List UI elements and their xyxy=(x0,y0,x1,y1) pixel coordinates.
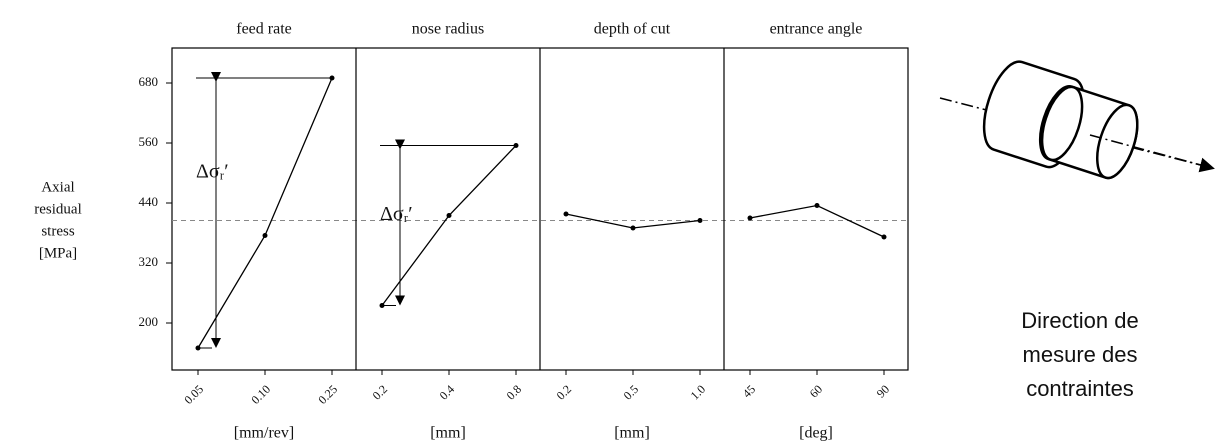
y-tick-label: 200 xyxy=(139,314,159,329)
caption-line: contraintes xyxy=(1026,376,1134,401)
measure-axis-front xyxy=(1089,134,1213,169)
cylinder-step xyxy=(1040,85,1084,162)
effect-line xyxy=(197,77,333,349)
y-tick-label: 560 xyxy=(139,134,159,149)
x-unit-label: [mm] xyxy=(614,425,650,442)
x-tick-label: 1.0 xyxy=(688,382,709,403)
range-annotation: Δσᵣ′ xyxy=(196,161,229,183)
panel-title: entrance angle xyxy=(770,21,863,38)
data-point xyxy=(881,234,887,240)
y-tick-label: 440 xyxy=(139,194,159,209)
y-label-line: [MPa] xyxy=(39,245,77,261)
panel-title: nose radius xyxy=(412,21,484,38)
data-point xyxy=(814,203,820,208)
y-axis-label: Axial residual stress [MPa] xyxy=(34,179,81,261)
workpiece-diagram xyxy=(939,60,1215,180)
data-point xyxy=(446,213,452,218)
panel-title: depth of cut xyxy=(594,21,671,38)
effect-line xyxy=(749,204,885,238)
effect-line xyxy=(381,145,517,306)
y-tick-label: 320 xyxy=(139,254,159,269)
x-tick-label: 0.2 xyxy=(554,382,575,403)
panel-title: feed rate xyxy=(236,21,292,38)
x-tick-label: 0.05 xyxy=(181,382,206,407)
data-point xyxy=(262,233,268,238)
y-label-line: Axial xyxy=(41,179,74,195)
x-unit-label: [mm] xyxy=(430,425,466,442)
data-point xyxy=(697,218,703,223)
x-unit-label: [mm/rev] xyxy=(234,425,294,442)
x-tick-label: 0.2 xyxy=(370,382,391,403)
y-label-line: stress xyxy=(41,223,74,239)
diagram-caption: Direction de mesure des contraintes xyxy=(1021,308,1138,401)
caption-line: Direction de xyxy=(1021,308,1138,333)
x-tick-label: 0.5 xyxy=(621,382,642,403)
x-tick-label: 60 xyxy=(807,382,825,400)
data-point xyxy=(563,211,569,217)
x-tick-label: 0.10 xyxy=(248,382,273,407)
y-tick-label: 680 xyxy=(139,74,159,89)
x-tick-label: 0.4 xyxy=(437,382,458,403)
x-tick-label: 45 xyxy=(740,382,758,400)
range-annotation: Δσᵣ′ xyxy=(380,203,413,225)
data-point xyxy=(747,215,753,221)
x-tick-label: 0.25 xyxy=(315,382,340,407)
caption-line: mesure des xyxy=(1023,342,1138,367)
x-unit-label: [deg] xyxy=(799,425,833,442)
x-tick-label: 0.8 xyxy=(504,382,525,403)
y-label-line: residual xyxy=(34,201,81,217)
x-tick-label: 90 xyxy=(874,382,892,400)
data-point xyxy=(630,225,636,231)
